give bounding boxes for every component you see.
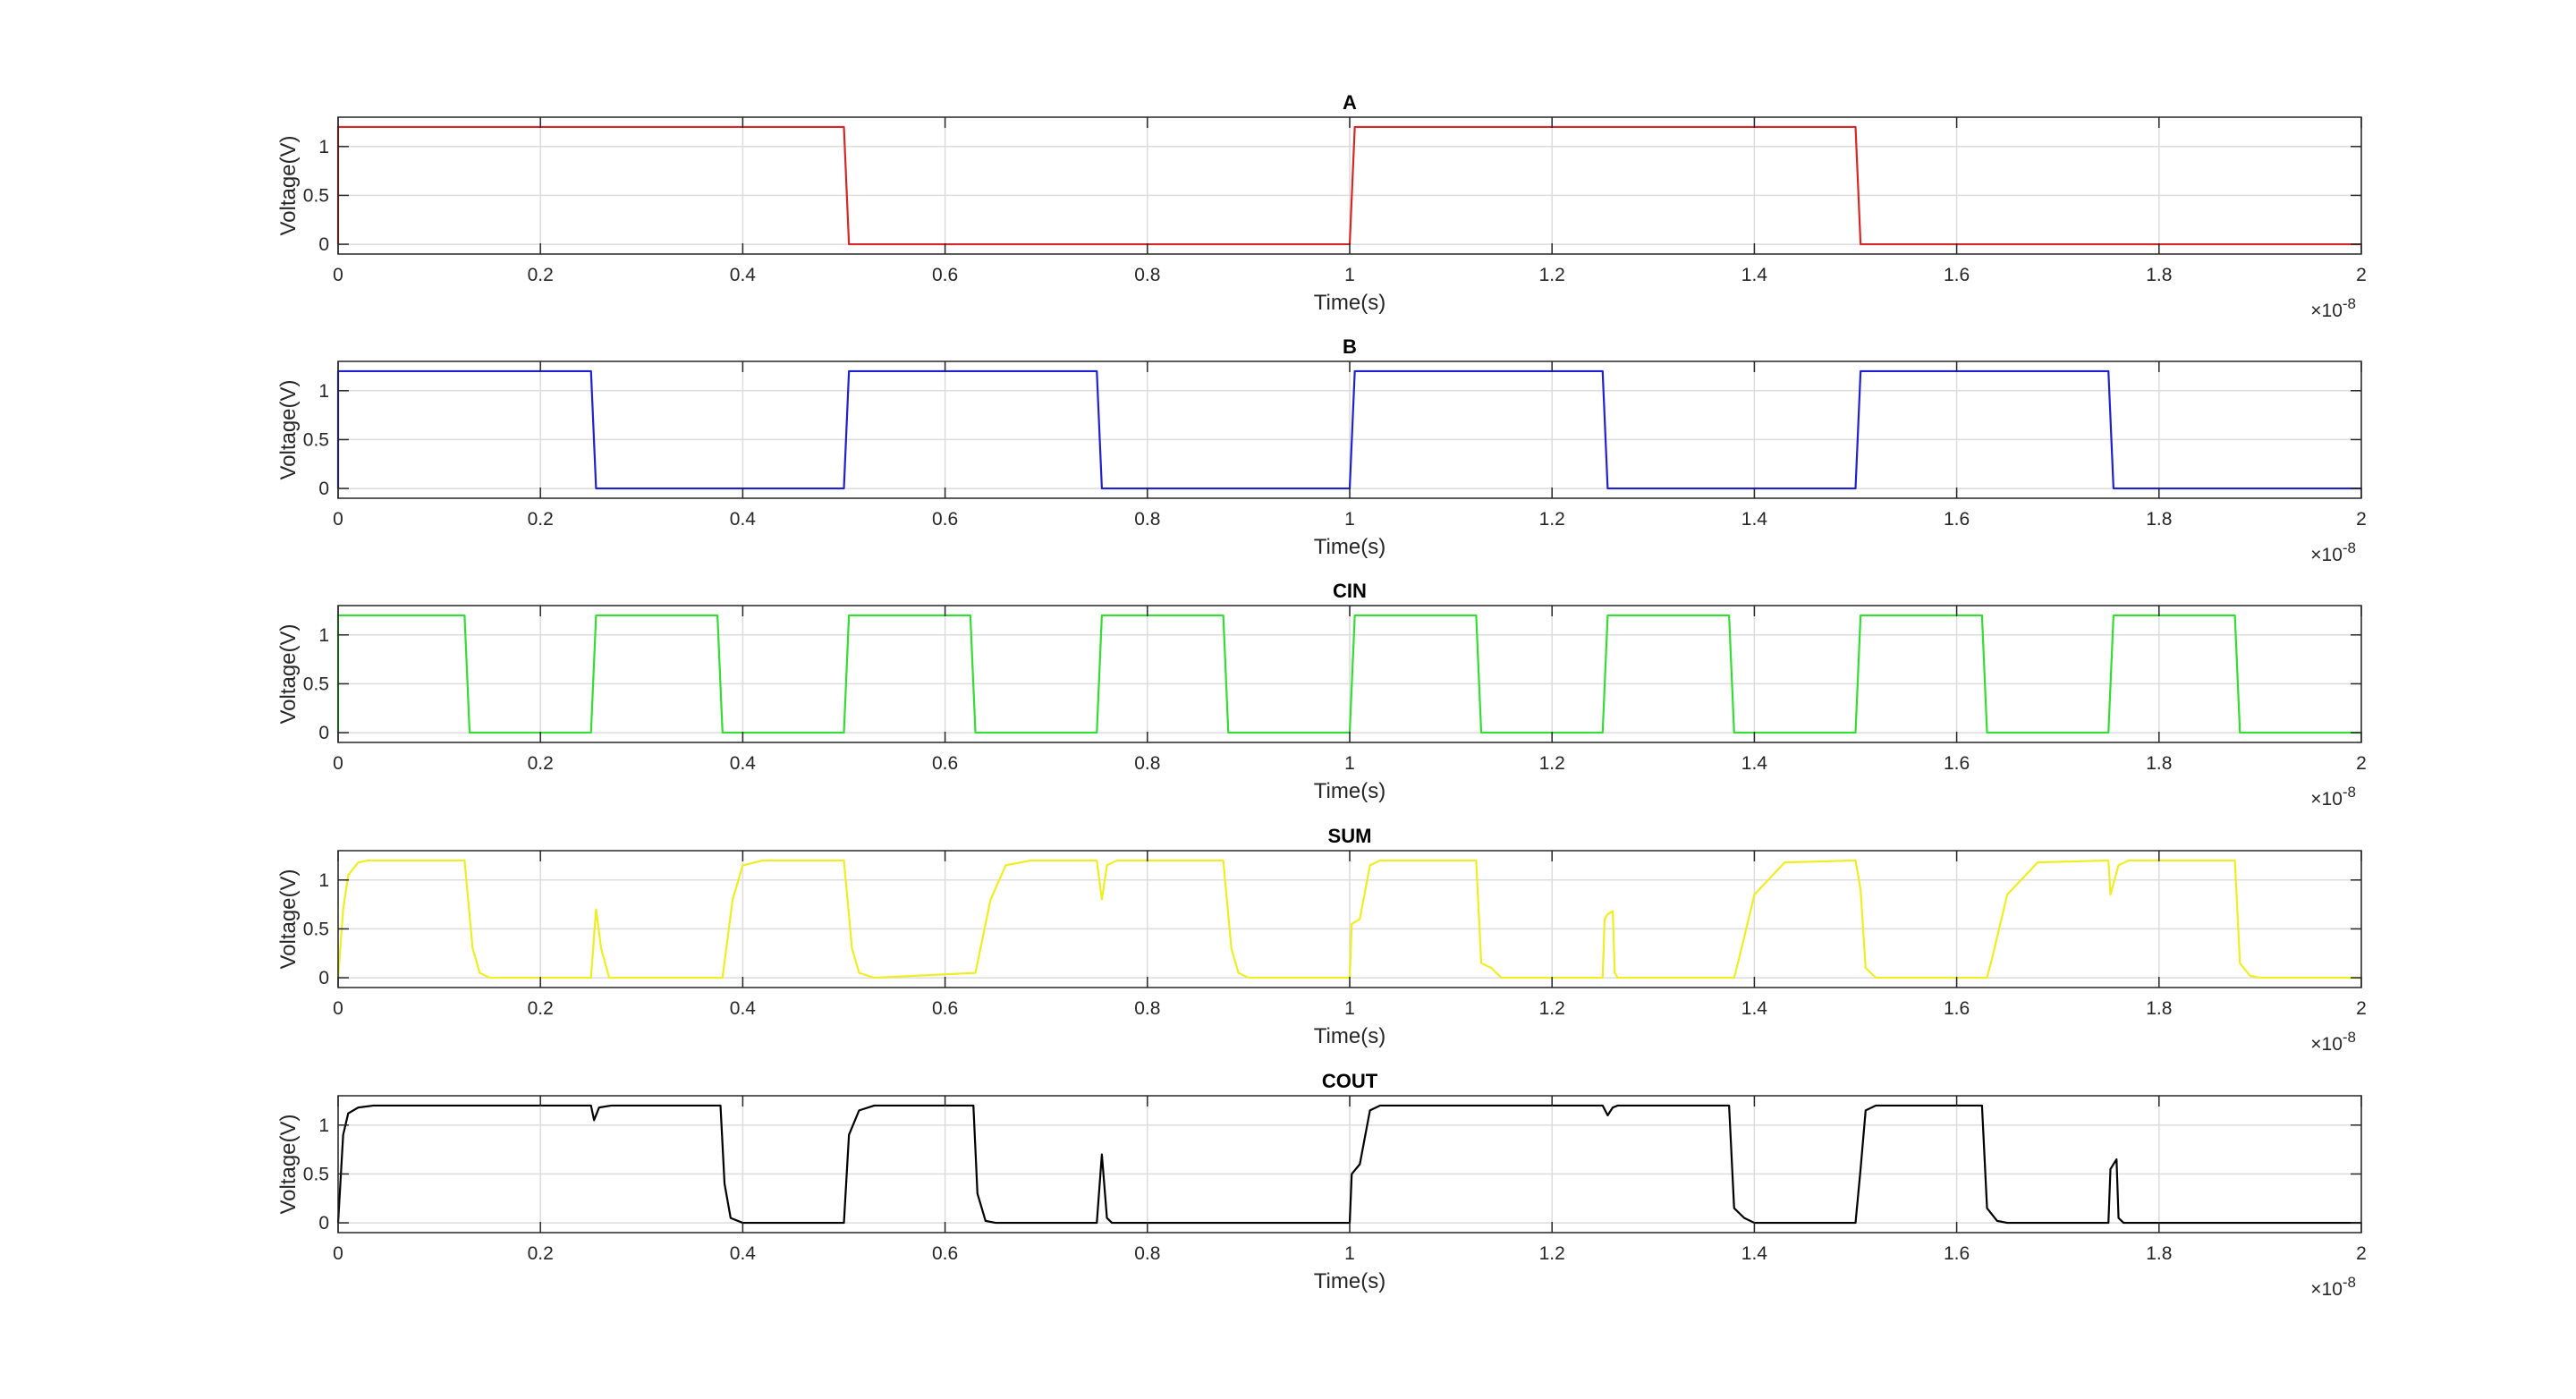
y-tick-label: 0 <box>318 1213 329 1234</box>
x-tick-label: 1.8 <box>2146 1243 2172 1264</box>
x-tick-label: 0.2 <box>528 998 554 1019</box>
y-tick-label: 0.5 <box>303 1164 329 1184</box>
subplot-title: CIN <box>1333 580 1367 602</box>
x-tick-label: 0.6 <box>932 1243 958 1264</box>
series-line-cout <box>336 1104 2361 1225</box>
x-exponent-label: ×10-8 <box>2310 539 2356 565</box>
x-tick-label: 1 <box>1344 998 1355 1019</box>
x-tick-label: 1.2 <box>1539 509 1565 530</box>
x-tick-label: 1 <box>1344 265 1355 285</box>
x-tick-label: 1 <box>1344 1243 1355 1264</box>
x-axis-label: Time(s) <box>1314 1269 1385 1293</box>
x-tick-label: 0.2 <box>528 509 554 530</box>
x-tick-label: 0 <box>333 998 343 1019</box>
x-tick-label: 0.2 <box>528 1243 554 1264</box>
x-tick-label: 2 <box>2356 509 2367 530</box>
x-tick-label: 2 <box>2356 265 2367 285</box>
x-exponent-label: ×10-8 <box>2310 1274 2356 1300</box>
x-tick-label: 0.2 <box>528 753 554 774</box>
y-tick-label: 1 <box>318 381 329 402</box>
y-axis-label: Voltage(V) <box>276 623 301 724</box>
x-tick-label: 2 <box>2356 998 2367 1019</box>
x-tick-label: 1.8 <box>2146 998 2172 1019</box>
y-tick-label: 0 <box>318 234 329 255</box>
x-axis-label: Time(s) <box>1314 291 1385 315</box>
x-tick-label: 1.4 <box>1741 265 1768 285</box>
x-tick-label: 0.6 <box>932 265 958 285</box>
y-tick-label: 0 <box>318 479 329 499</box>
x-tick-label: 1.6 <box>1944 1243 1970 1264</box>
x-tick-label: 1.2 <box>1539 265 1565 285</box>
x-tick-label: 1.4 <box>1741 1243 1768 1264</box>
x-axis-label: Time(s) <box>1314 1024 1385 1048</box>
subplot-sum: 0 0.2 0.4 0.6 0.8 1 1.2 1.4 1.6 1.8 2 0 0.5 1 SUM Time(… <box>276 825 2367 1055</box>
x-tick-label: 0.2 <box>528 265 554 285</box>
y-tick-label: 0.5 <box>303 185 329 206</box>
y-tick-label: 0.5 <box>303 674 329 694</box>
x-tick-label: 0.6 <box>932 998 958 1019</box>
x-tick-label: 0.4 <box>730 998 757 1019</box>
x-tick-label: 1.4 <box>1741 509 1768 530</box>
x-tick-label: 1.8 <box>2146 753 2172 774</box>
y-tick-label: 0 <box>318 723 329 743</box>
y-tick-label: 1 <box>318 137 329 157</box>
x-tick-label: 1 <box>1344 753 1355 774</box>
x-tick-label: 2 <box>2356 753 2367 774</box>
x-axis-label: Time(s) <box>1314 779 1385 803</box>
x-tick-label: 0.8 <box>1134 998 1160 1019</box>
y-tick-label: 1 <box>318 625 329 646</box>
x-tick-label: 0.4 <box>730 1243 757 1264</box>
x-tick-label: 0 <box>333 265 343 285</box>
x-tick-label: 1.6 <box>1944 753 1970 774</box>
x-tick-label: 0.6 <box>932 753 958 774</box>
y-axis-label: Voltage(V) <box>276 379 301 479</box>
x-exponent-label: ×10-8 <box>2310 784 2356 810</box>
subplot-cin: 0 0.2 0.4 0.6 0.8 1 1.2 1.4 1.6 1.8 2 0 0.5 1 CIN Time(… <box>276 580 2367 810</box>
x-exponent-label: ×10-8 <box>2310 295 2356 321</box>
x-tick-label: 1.8 <box>2146 265 2172 285</box>
x-tick-label: 0 <box>333 753 343 774</box>
x-tick-label: 1.2 <box>1539 1243 1565 1264</box>
x-tick-label: 0.8 <box>1134 509 1160 530</box>
y-tick-label: 0 <box>318 968 329 988</box>
y-tick-label: 0.5 <box>303 429 329 450</box>
x-tick-label: 0.4 <box>730 265 757 285</box>
y-tick-label: 1 <box>318 1115 329 1136</box>
x-tick-label: 1 <box>1344 509 1355 530</box>
x-tick-label: 0.8 <box>1134 265 1160 285</box>
subplot-title: COUT <box>1322 1070 1378 1092</box>
x-tick-label: 0.4 <box>730 753 757 774</box>
x-tick-label: 0.6 <box>932 509 958 530</box>
x-tick-label: 0.8 <box>1134 1243 1160 1264</box>
x-exponent-label: ×10-8 <box>2310 1029 2356 1055</box>
x-tick-label: 1.6 <box>1944 998 1970 1019</box>
y-axis-label: Voltage(V) <box>276 1114 301 1214</box>
x-axis-label: Time(s) <box>1314 535 1385 559</box>
x-tick-label: 1.4 <box>1741 753 1768 774</box>
subplot-title: A <box>1343 91 1357 114</box>
subplot-title: B <box>1343 335 1357 358</box>
subplot-a: 0 0.2 0.4 0.6 0.8 1 1.2 1.4 1.6 1.8 2 0 0.5 1 A Time(s)… <box>276 91 2367 321</box>
subplot-b: 0 0.2 0.4 0.6 0.8 1 1.2 1.4 1.6 1.8 2 0 0.5 1 B Time(s)… <box>276 335 2367 565</box>
x-tick-label: 1.8 <box>2146 509 2172 530</box>
subplot-title: SUM <box>1328 825 1372 847</box>
x-tick-label: 2 <box>2356 1243 2367 1264</box>
x-tick-label: 1.6 <box>1944 265 1970 285</box>
y-axis-label: Voltage(V) <box>276 869 301 969</box>
x-tick-label: 0.8 <box>1134 753 1160 774</box>
x-tick-label: 1.4 <box>1741 998 1768 1019</box>
y-tick-label: 0.5 <box>303 919 329 939</box>
x-tick-label: 1.6 <box>1944 509 1970 530</box>
x-tick-label: 0 <box>333 509 343 530</box>
y-tick-label: 1 <box>318 870 329 891</box>
y-axis-label: Voltage(V) <box>276 135 301 235</box>
x-tick-label: 1.2 <box>1539 753 1565 774</box>
x-tick-label: 0.4 <box>730 509 757 530</box>
x-tick-label: 0 <box>333 1243 343 1264</box>
x-tick-label: 1.2 <box>1539 998 1565 1019</box>
subplot-cout: 0 0.2 0.4 0.6 0.8 1 1.2 1.4 1.6 1.8 2 0 0.5 1 COUT Time… <box>276 1070 2367 1300</box>
series-line-sum <box>336 859 2361 979</box>
